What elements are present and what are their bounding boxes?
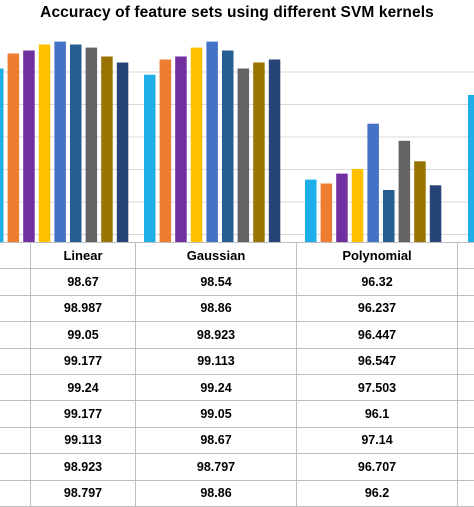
bar-linear-4 xyxy=(39,45,51,243)
table-cell: 96.547 xyxy=(297,348,458,374)
bar-polynomial-8 xyxy=(414,161,426,242)
table-cell: 97.503 xyxy=(297,374,458,400)
table-cell: 99.24 xyxy=(136,374,297,400)
column-header: Polynomial xyxy=(297,243,458,269)
bar-gaussian-4 xyxy=(191,48,203,242)
table-cell: 96.707 xyxy=(297,454,458,480)
table-cell xyxy=(0,269,31,295)
bar-gaussian-3 xyxy=(175,57,187,243)
bar-polynomial-6 xyxy=(383,190,395,242)
table-cell xyxy=(0,454,31,480)
column-header xyxy=(458,243,474,269)
table-cell: 99.113 xyxy=(31,427,136,453)
table-cell: 98.67 xyxy=(31,269,136,295)
table-cell: 98.923 xyxy=(136,322,297,348)
table-cell xyxy=(0,374,31,400)
table-cell: 98.86 xyxy=(136,480,297,506)
bar-gaussian-6 xyxy=(222,51,234,243)
bar-polynomial-7 xyxy=(399,141,411,242)
bar-linear-1 xyxy=(0,69,4,243)
bar-polynomial-3 xyxy=(336,174,348,242)
bar-polynomial-9 xyxy=(430,185,442,242)
table-cell xyxy=(458,427,474,453)
table-cell: 98.67 xyxy=(136,427,297,453)
bar-polynomial-2 xyxy=(321,184,333,243)
bar-linear-3 xyxy=(23,51,35,243)
bar-polynomial-4 xyxy=(352,169,364,242)
table-cell: 96.1 xyxy=(297,401,458,427)
bar-gaussian-5 xyxy=(206,42,218,242)
table-cell xyxy=(0,401,31,427)
table-cell: 97.14 xyxy=(297,427,458,453)
table-cell: 96.2 xyxy=(297,480,458,506)
bar-chart xyxy=(0,0,474,242)
bar-linear-6 xyxy=(70,45,82,243)
table-cell xyxy=(458,480,474,506)
bar-linear-8 xyxy=(101,57,113,243)
bar-gaussian-1 xyxy=(144,75,156,242)
table-cell: 99.113 xyxy=(136,348,297,374)
table-cell: 98.797 xyxy=(136,454,297,480)
table-cell xyxy=(458,374,474,400)
table-cell xyxy=(0,348,31,374)
bar-gaussian-9 xyxy=(269,60,281,243)
table-cell xyxy=(0,295,31,321)
table-cell: 98.86 xyxy=(136,295,297,321)
table-cell: 98.987 xyxy=(31,295,136,321)
table-cell: 99.05 xyxy=(31,322,136,348)
table-cell: 99.177 xyxy=(31,401,136,427)
next-group-bar xyxy=(468,95,474,242)
table-cell: 98.54 xyxy=(136,269,297,295)
table-cell: 98.923 xyxy=(31,454,136,480)
bar-linear-7 xyxy=(86,48,98,242)
table-cell xyxy=(458,322,474,348)
column-header: Gaussian xyxy=(136,243,297,269)
table-cell: 98.797 xyxy=(31,480,136,506)
bar-linear-2 xyxy=(8,54,20,243)
table-cell xyxy=(0,480,31,506)
table-cell: 96.447 xyxy=(297,322,458,348)
table-cell xyxy=(458,269,474,295)
column-header: Linear xyxy=(31,243,136,269)
table-cell: 99.177 xyxy=(31,348,136,374)
bar-gaussian-7 xyxy=(238,69,250,243)
column-header xyxy=(0,243,31,269)
table-cell xyxy=(458,348,474,374)
table-cell xyxy=(0,322,31,348)
table-cell xyxy=(0,427,31,453)
table-cell: 99.24 xyxy=(31,374,136,400)
table-cell: 96.32 xyxy=(297,269,458,295)
bar-linear-5 xyxy=(54,42,66,242)
table-cell xyxy=(458,295,474,321)
bar-linear-9 xyxy=(117,63,129,243)
bar-gaussian-2 xyxy=(160,60,172,243)
table-cell xyxy=(458,401,474,427)
bar-polynomial-1 xyxy=(305,180,317,242)
table-cell xyxy=(458,454,474,480)
bar-polynomial-5 xyxy=(367,124,379,242)
bar-gaussian-8 xyxy=(253,63,265,243)
table-cell: 99.05 xyxy=(136,401,297,427)
table-cell: 96.237 xyxy=(297,295,458,321)
